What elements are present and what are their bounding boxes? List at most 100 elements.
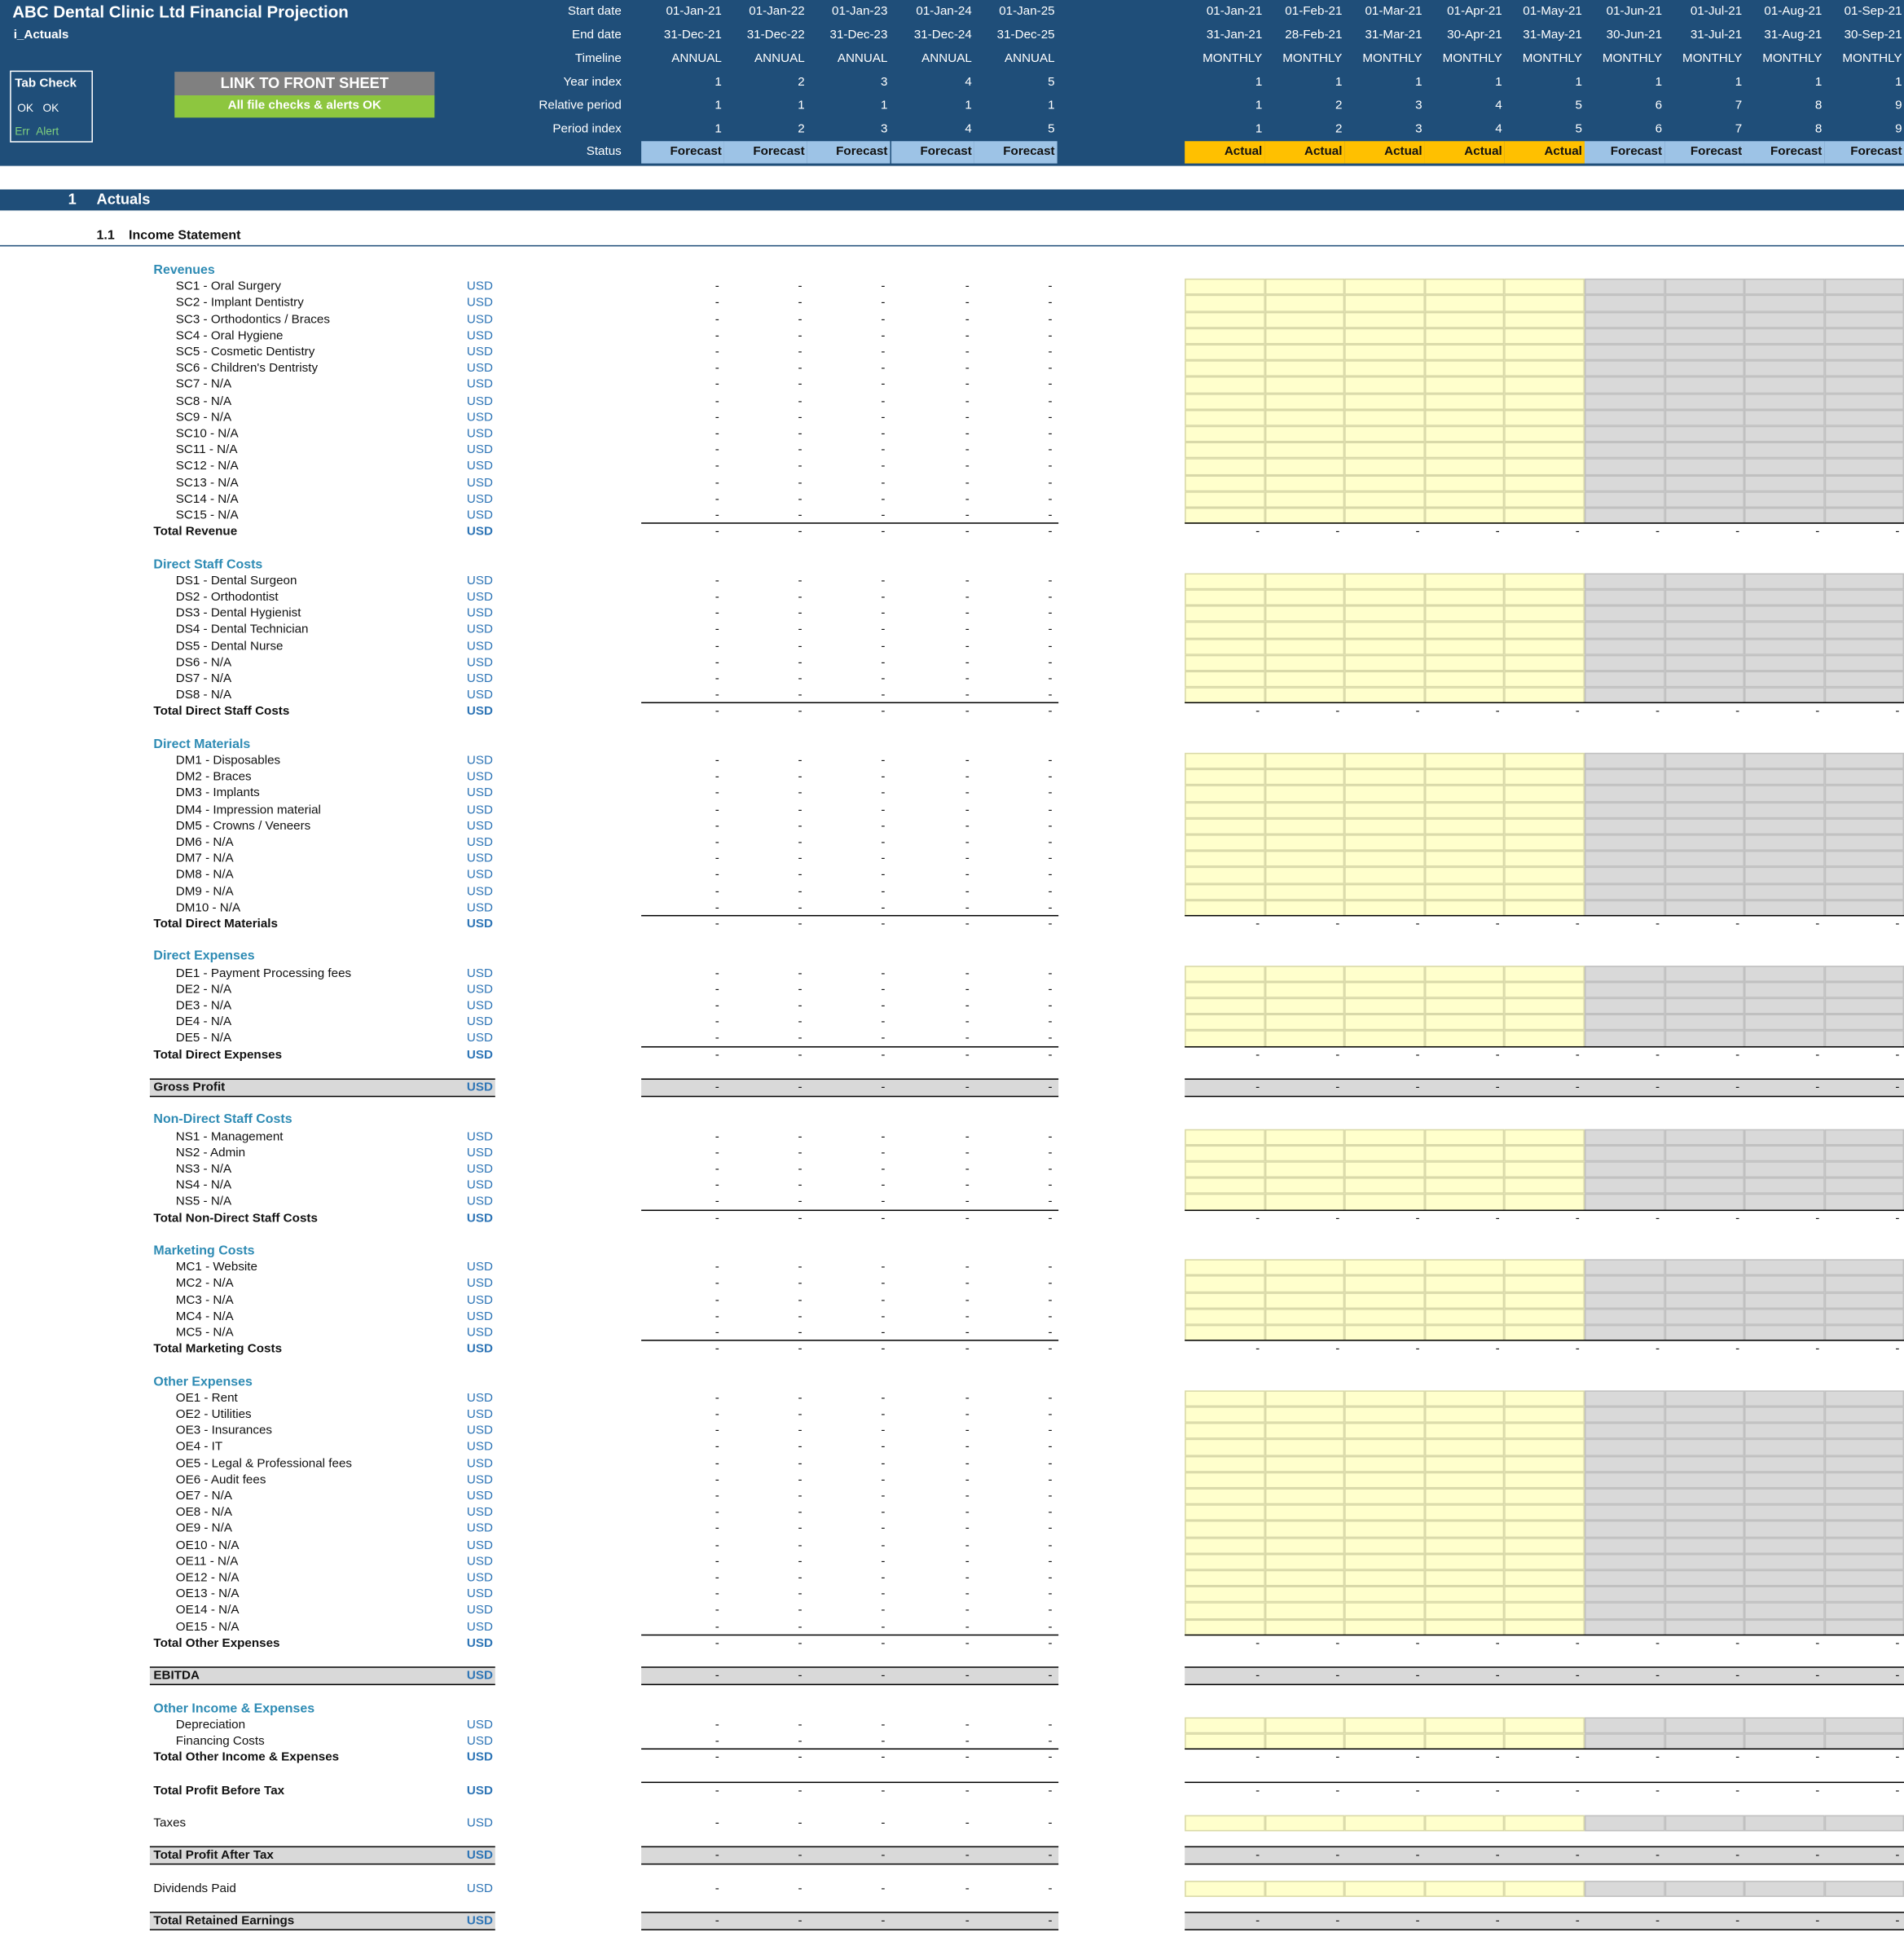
monthly-value[interactable]	[1824, 1161, 1904, 1178]
monthly-value[interactable]	[1264, 295, 1345, 312]
monthly-value[interactable]	[1744, 1406, 1825, 1424]
monthly-value[interactable]	[1424, 802, 1505, 819]
monthly-value[interactable]	[1344, 802, 1425, 819]
monthly-value[interactable]	[1744, 1618, 1825, 1635]
monthly-value[interactable]	[1424, 1308, 1505, 1325]
monthly-value[interactable]	[1264, 1439, 1345, 1456]
monthly-value[interactable]	[1824, 409, 1904, 426]
monthly-value[interactable]	[1744, 1455, 1825, 1472]
monthly-value[interactable]	[1424, 1292, 1505, 1309]
monthly-value[interactable]	[1664, 1472, 1745, 1489]
monthly-value[interactable]	[1504, 1129, 1585, 1146]
monthly-value[interactable]	[1424, 1569, 1505, 1587]
monthly-value[interactable]	[1744, 997, 1825, 1015]
monthly-value[interactable]	[1424, 654, 1505, 671]
monthly-value[interactable]	[1504, 1618, 1585, 1635]
monthly-value[interactable]	[1584, 654, 1665, 671]
monthly-value[interactable]	[1504, 1553, 1585, 1570]
monthly-value[interactable]	[1744, 638, 1825, 655]
monthly-value[interactable]	[1344, 1880, 1425, 1897]
monthly-value[interactable]	[1344, 1423, 1425, 1440]
monthly-value[interactable]	[1584, 997, 1665, 1015]
monthly-value[interactable]	[1504, 1488, 1585, 1505]
monthly-value[interactable]	[1424, 981, 1505, 998]
monthly-value[interactable]	[1504, 981, 1585, 998]
monthly-value[interactable]	[1424, 344, 1505, 361]
monthly-value[interactable]	[1504, 393, 1585, 410]
monthly-value[interactable]	[1264, 425, 1345, 442]
link-front-sheet-button[interactable]: LINK TO FRONT SHEET	[174, 72, 435, 96]
monthly-value[interactable]	[1344, 1030, 1425, 1047]
monthly-value[interactable]	[1664, 1880, 1745, 1897]
monthly-value[interactable]	[1504, 1259, 1585, 1276]
monthly-value[interactable]	[1744, 867, 1825, 884]
monthly-value[interactable]	[1504, 1275, 1585, 1292]
monthly-value[interactable]	[1584, 1472, 1665, 1489]
monthly-value[interactable]	[1344, 883, 1425, 900]
monthly-value[interactable]	[1744, 981, 1825, 998]
monthly-value[interactable]	[1664, 1602, 1745, 1619]
monthly-value[interactable]	[1185, 1880, 1265, 1897]
monthly-value[interactable]	[1185, 295, 1265, 312]
monthly-value[interactable]	[1824, 687, 1904, 704]
monthly-value[interactable]	[1824, 1553, 1904, 1570]
monthly-value[interactable]	[1344, 1488, 1425, 1505]
monthly-value[interactable]	[1185, 1586, 1265, 1603]
monthly-value[interactable]	[1185, 1717, 1265, 1734]
monthly-value[interactable]	[1344, 687, 1425, 704]
monthly-value[interactable]	[1664, 279, 1745, 296]
monthly-value[interactable]	[1824, 1308, 1904, 1325]
monthly-value[interactable]	[1664, 752, 1745, 769]
monthly-value[interactable]	[1664, 687, 1745, 704]
monthly-value[interactable]	[1824, 425, 1904, 442]
monthly-value[interactable]	[1424, 1390, 1505, 1407]
monthly-value[interactable]	[1584, 752, 1665, 769]
monthly-value[interactable]	[1344, 768, 1425, 786]
monthly-value[interactable]	[1744, 1129, 1825, 1146]
monthly-value[interactable]	[1824, 1275, 1904, 1292]
monthly-value[interactable]	[1424, 768, 1505, 786]
monthly-value[interactable]	[1185, 1455, 1265, 1472]
monthly-value[interactable]	[1504, 1406, 1585, 1424]
monthly-value[interactable]	[1744, 1586, 1825, 1603]
monthly-value[interactable]	[1504, 622, 1585, 639]
monthly-value[interactable]	[1584, 1537, 1665, 1554]
monthly-value[interactable]	[1584, 442, 1665, 459]
monthly-value[interactable]	[1424, 589, 1505, 606]
monthly-value[interactable]	[1344, 1439, 1425, 1456]
monthly-value[interactable]	[1744, 1553, 1825, 1570]
monthly-value[interactable]	[1424, 442, 1505, 459]
monthly-value[interactable]	[1824, 1618, 1904, 1635]
monthly-value[interactable]	[1824, 458, 1904, 475]
monthly-value[interactable]	[1264, 671, 1345, 688]
monthly-value[interactable]	[1344, 654, 1425, 671]
monthly-value[interactable]	[1744, 1194, 1825, 1211]
monthly-value[interactable]	[1264, 1717, 1345, 1734]
monthly-value[interactable]	[1424, 1504, 1505, 1521]
monthly-value[interactable]	[1824, 279, 1904, 296]
monthly-value[interactable]	[1504, 1472, 1585, 1489]
monthly-value[interactable]	[1504, 458, 1585, 475]
monthly-value[interactable]	[1664, 1504, 1745, 1521]
monthly-value[interactable]	[1424, 1014, 1505, 1031]
monthly-value[interactable]	[1824, 1586, 1904, 1603]
monthly-value[interactable]	[1744, 834, 1825, 852]
monthly-value[interactable]	[1824, 360, 1904, 377]
monthly-value[interactable]	[1664, 671, 1745, 688]
monthly-value[interactable]	[1344, 900, 1425, 917]
monthly-value[interactable]	[1664, 1586, 1745, 1603]
monthly-value[interactable]	[1824, 1472, 1904, 1489]
monthly-value[interactable]	[1344, 867, 1425, 884]
monthly-value[interactable]	[1664, 965, 1745, 982]
monthly-value[interactable]	[1664, 1423, 1745, 1440]
monthly-value[interactable]	[1344, 1602, 1425, 1619]
monthly-value[interactable]	[1744, 376, 1825, 394]
monthly-value[interactable]	[1504, 425, 1585, 442]
monthly-value[interactable]	[1424, 883, 1505, 900]
monthly-value[interactable]	[1185, 376, 1265, 394]
monthly-value[interactable]	[1264, 687, 1345, 704]
monthly-value[interactable]	[1344, 1292, 1425, 1309]
monthly-value[interactable]	[1504, 900, 1585, 917]
monthly-value[interactable]	[1744, 1390, 1825, 1407]
monthly-value[interactable]	[1744, 1488, 1825, 1505]
